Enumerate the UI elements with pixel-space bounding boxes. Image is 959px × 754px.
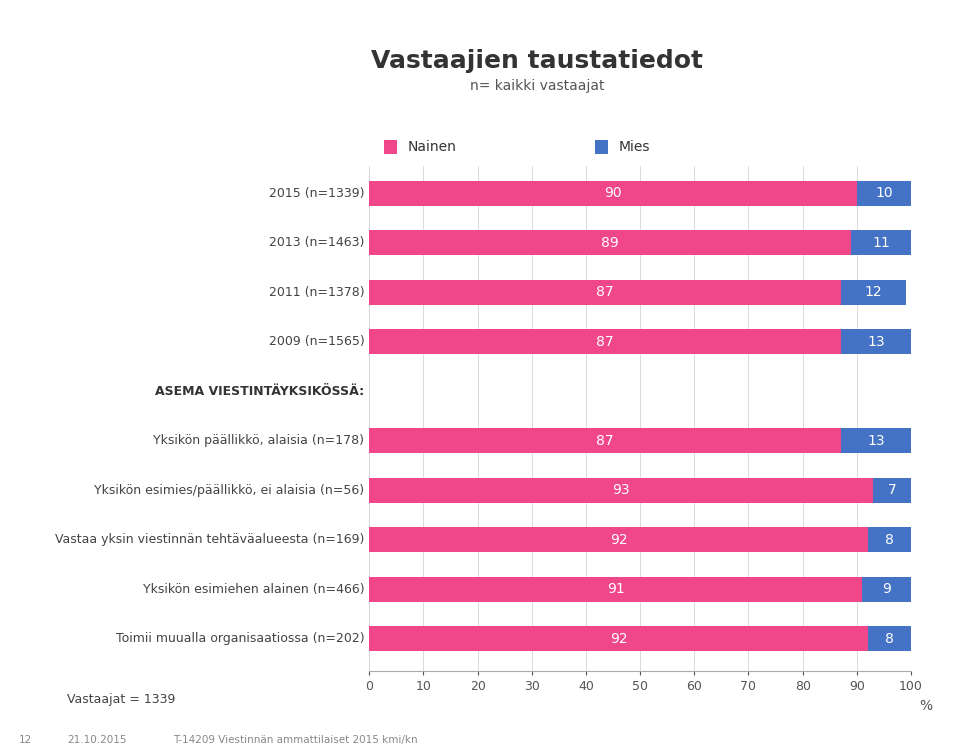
- Text: 2013 (n=1463): 2013 (n=1463): [269, 236, 364, 249]
- Bar: [868, 528, 911, 552]
- Bar: [369, 528, 868, 552]
- Bar: [369, 329, 841, 354]
- Text: 21.10.2015: 21.10.2015: [67, 735, 127, 746]
- Text: Vastaa yksin viestinnän tehtäväalueesta (n=169): Vastaa yksin viestinnän tehtäväalueesta …: [55, 533, 364, 547]
- Text: Mies: Mies: [619, 140, 650, 154]
- Bar: [873, 478, 911, 503]
- Bar: [857, 181, 911, 206]
- Text: 89: 89: [601, 236, 620, 250]
- Text: 13: 13: [867, 335, 884, 348]
- Bar: [369, 577, 862, 602]
- Bar: [369, 428, 841, 453]
- Bar: [852, 230, 911, 255]
- Bar: [868, 627, 911, 651]
- Text: Toimii muualla organisaatiossa (n=202): Toimii muualla organisaatiossa (n=202): [116, 633, 364, 645]
- Text: 7: 7: [888, 483, 897, 498]
- Bar: [841, 280, 905, 305]
- Text: 87: 87: [596, 335, 614, 348]
- Bar: [369, 627, 868, 651]
- Text: 87: 87: [596, 434, 614, 448]
- Text: 92: 92: [610, 632, 627, 646]
- Text: 8: 8: [885, 632, 894, 646]
- Text: 2011 (n=1378): 2011 (n=1378): [269, 286, 364, 299]
- Bar: [841, 428, 911, 453]
- Bar: [862, 577, 911, 602]
- Text: 90: 90: [604, 186, 621, 200]
- Text: Yksikön esimiehen alainen (n=466): Yksikön esimiehen alainen (n=466): [143, 583, 364, 596]
- Text: Yksikön esimies/päällikkö, ei alaisia (n=56): Yksikön esimies/päällikkö, ei alaisia (n…: [94, 484, 364, 497]
- Text: 13: 13: [867, 434, 884, 448]
- Bar: [369, 478, 873, 503]
- Bar: [841, 329, 911, 354]
- Text: 93: 93: [613, 483, 630, 498]
- Text: %: %: [919, 699, 932, 713]
- Text: 92: 92: [610, 533, 627, 547]
- Text: 9: 9: [882, 582, 891, 596]
- Bar: [369, 280, 841, 305]
- Text: T-14209 Viestinnän ammattilaiset 2015 kmi/kn: T-14209 Viestinnän ammattilaiset 2015 km…: [173, 735, 417, 746]
- Bar: [369, 181, 857, 206]
- Text: ASEMA VIESTINTÄYKSIKÖSSÄ:: ASEMA VIESTINTÄYKSIKÖSSÄ:: [155, 385, 364, 397]
- Text: 12: 12: [864, 285, 882, 299]
- Text: Yksikön päällikkö, alaisia (n=178): Yksikön päällikkö, alaisia (n=178): [153, 434, 364, 447]
- Text: n= kaikki vastaajat: n= kaikki vastaajat: [470, 79, 604, 93]
- Text: 10: 10: [876, 186, 893, 200]
- Text: Vastaajien taustatiedot: Vastaajien taustatiedot: [371, 49, 703, 73]
- Text: 87: 87: [596, 285, 614, 299]
- Text: 2015 (n=1339): 2015 (n=1339): [269, 187, 364, 200]
- Text: 12: 12: [19, 735, 33, 746]
- Bar: [369, 230, 852, 255]
- Text: 8: 8: [885, 533, 894, 547]
- Text: 2009 (n=1565): 2009 (n=1565): [269, 336, 364, 348]
- Text: 11: 11: [873, 236, 890, 250]
- Text: taloustutkimus oy: taloustutkimus oy: [35, 17, 191, 32]
- Text: 91: 91: [607, 582, 624, 596]
- Text: Nainen: Nainen: [408, 140, 456, 154]
- Text: Vastaajat = 1339: Vastaajat = 1339: [67, 693, 175, 706]
